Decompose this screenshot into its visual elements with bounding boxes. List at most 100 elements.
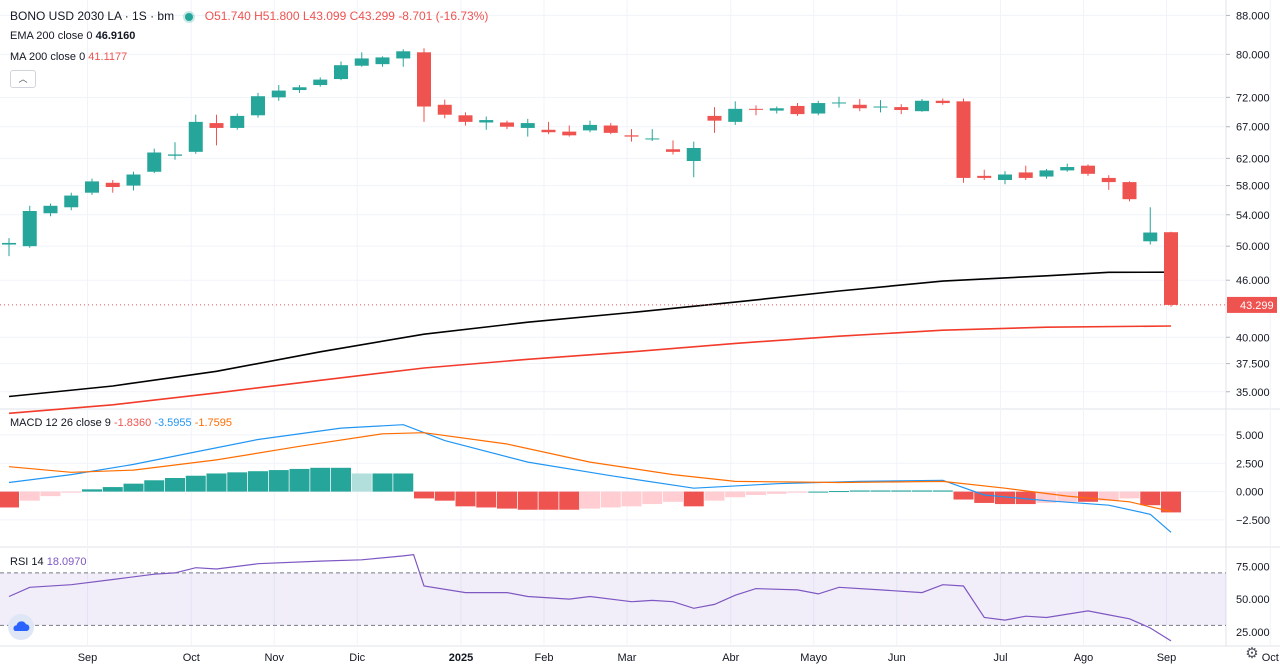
macd-histogram-bar — [268, 470, 289, 492]
macd-signal-value: -1.7595 — [194, 417, 233, 429]
rsi-line — [8, 553, 1172, 642]
candle-body — [1039, 170, 1054, 177]
candle-body — [1081, 165, 1095, 174]
ma-value: 41.1177 — [88, 51, 128, 63]
macd-histogram-bar — [663, 491, 683, 502]
macd-histogram-bar — [61, 491, 82, 493]
macd-histogram-bar — [974, 491, 995, 503]
candle-body — [375, 57, 390, 65]
macd-histogram-bar — [683, 491, 704, 507]
candle-body — [977, 175, 992, 178]
gear-icon[interactable]: ⚙ — [1245, 645, 1259, 662]
macd-histogram-bar — [621, 491, 642, 507]
ema-200-line — [8, 271, 1172, 398]
macd-histogram-bar — [725, 491, 746, 498]
macd-histogram-bar — [476, 491, 497, 508]
candle-body — [1101, 177, 1116, 183]
price-axis-label: 80.000 — [1236, 49, 1270, 61]
macd-histogram-bar — [953, 491, 974, 500]
rsi-axis-label: 75.000 — [1236, 561, 1270, 573]
candle-body — [686, 147, 701, 162]
candle-body — [1164, 232, 1178, 305]
macd-histogram-bar — [642, 491, 663, 505]
candle-body — [292, 87, 307, 91]
macd-histogram-bar — [808, 491, 829, 493]
macd-histogram-bar — [600, 491, 621, 508]
candle-body — [707, 115, 722, 121]
tradingview-logo-button[interactable] — [8, 614, 34, 640]
time-axis-label: Sep — [1157, 652, 1177, 664]
macd-histogram-bar — [538, 491, 559, 510]
price-axis-label: 46.000 — [1236, 275, 1270, 287]
macd-hist-value: -1.8360 — [113, 417, 152, 429]
macd-legend[interactable]: MACD 12 26 close 9 -1.8360 -3.5955 -1.75… — [10, 417, 232, 429]
macd-histogram-bar — [1140, 491, 1161, 506]
rsi-value: 18.0970 — [46, 556, 87, 568]
high-value: H51.800 — [254, 9, 300, 23]
macd-histogram-bar — [40, 491, 61, 497]
macd-histogram-bar — [1098, 491, 1119, 501]
candle-body — [790, 105, 805, 115]
candle-body — [417, 52, 431, 107]
macd-line-value: -3.5955 — [154, 417, 192, 429]
candle-body — [852, 104, 867, 109]
time-axis-label: Feb — [535, 652, 554, 664]
macd-histogram-bar — [559, 491, 580, 510]
candle-body — [873, 106, 888, 108]
candle-body — [251, 96, 265, 116]
candle-body — [915, 100, 929, 112]
candle-body — [500, 122, 514, 127]
macd-signal-line — [8, 432, 1172, 513]
collapse-legend-button[interactable]: ︿ — [10, 70, 36, 88]
ma-label: MA 200 close 0 — [10, 51, 86, 63]
candle-body — [769, 108, 784, 111]
time-axis-label: Abr — [722, 652, 739, 664]
candle-body — [666, 149, 680, 152]
time-axis-label: Mayo — [800, 652, 827, 664]
macd-histogram-bar — [1015, 491, 1036, 505]
macd-histogram-bar — [1078, 491, 1098, 502]
candle-body — [1018, 172, 1033, 178]
candle-body — [105, 182, 120, 188]
last-price-label: 43.299 — [1240, 300, 1274, 312]
candle-body — [1122, 182, 1137, 200]
rsi-axis-label: 25.000 — [1236, 627, 1270, 639]
candle-body — [811, 103, 826, 114]
chevron-up-icon: ︿ — [18, 74, 28, 84]
candle-body — [894, 107, 909, 111]
macd-histogram-bar — [787, 491, 808, 493]
rsi-legend[interactable]: RSI 14 18.0970 — [10, 556, 86, 568]
macd-histogram-bar — [455, 491, 476, 507]
macd-axis-label: 5.000 — [1236, 430, 1264, 442]
main-legend: BONO USD 2030 LA · 1S · bm O51.740 H51.8… — [10, 9, 488, 23]
time-axis-label: Oct — [1262, 652, 1279, 664]
candle-body — [458, 115, 473, 122]
candle-body — [956, 101, 971, 178]
candle-body — [562, 131, 577, 136]
ema-legend[interactable]: EMA 200 close 0 46.9160 — [10, 30, 135, 42]
candle-body — [479, 120, 494, 123]
macd-axis-label: 2.500 — [1236, 458, 1264, 470]
time-axis-label: Mar — [618, 652, 637, 664]
candle-body — [832, 102, 846, 104]
close-value: C43.299 — [349, 9, 395, 23]
candle-body — [354, 58, 369, 66]
rsi-pane — [8, 553, 1172, 642]
candlesticks — [2, 48, 1178, 307]
macd-histogram-bar — [144, 480, 165, 492]
candle-body — [541, 129, 556, 133]
macd-histogram-bar — [995, 491, 1015, 505]
macd-histogram-bar — [123, 483, 144, 492]
macd-histogram-bar — [1161, 491, 1181, 513]
macd-line — [8, 424, 1172, 533]
candle-body — [603, 125, 618, 133]
macd-axis-label: 0.000 — [1236, 487, 1264, 499]
macd-histogram-bar — [414, 491, 434, 499]
candle-body — [334, 65, 348, 80]
open-value: O51.740 — [204, 9, 251, 23]
macd-histogram-bar — [102, 487, 123, 492]
ma-legend[interactable]: MA 200 close 0 41.1177 — [10, 51, 127, 63]
macd-histogram-bar — [517, 491, 538, 510]
macd-histogram-bar — [829, 491, 849, 493]
